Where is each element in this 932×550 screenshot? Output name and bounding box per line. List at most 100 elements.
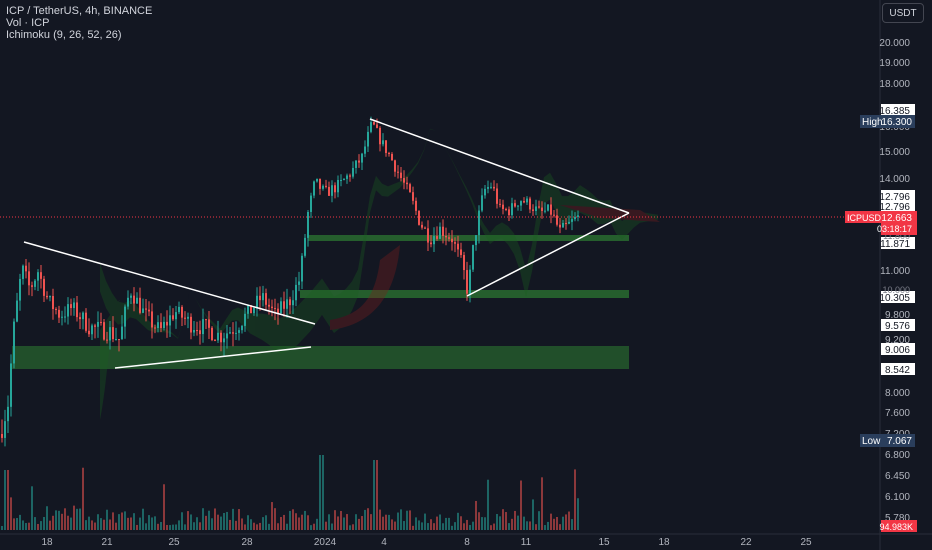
candle-body: [331, 185, 333, 196]
ichimoku-cloud-future: [560, 205, 660, 222]
volume-bar: [475, 500, 477, 530]
volume-bar: [109, 519, 111, 530]
candle-body: [466, 270, 468, 294]
volume-bar: [445, 517, 447, 530]
candle-body: [277, 308, 279, 314]
price-tick-label: 6.450: [885, 471, 910, 482]
candle-body: [244, 313, 246, 326]
volume-bar: [448, 517, 450, 530]
price-label-text: 12.796: [879, 192, 910, 203]
volume-bar: [520, 480, 522, 530]
price-label-box: [881, 190, 915, 202]
volume-bar: [508, 523, 510, 530]
candle-body: [109, 327, 111, 341]
candle-body: [292, 300, 294, 306]
candle-body: [193, 330, 195, 333]
volume-bar: [70, 517, 72, 530]
candle-body: [409, 184, 411, 193]
ichimoku-indicator-label[interactable]: Ichimoku (9, 26, 52, 26): [6, 29, 122, 41]
volume-bar: [451, 525, 453, 530]
candle-body: [502, 204, 504, 209]
volume-bar: [433, 523, 435, 530]
candle-body: [259, 295, 261, 301]
volume-bar: [322, 455, 324, 530]
candle-body: [79, 317, 81, 320]
volume-bar: [412, 525, 414, 530]
candle-body: [394, 160, 396, 172]
volume-bar: [502, 509, 504, 530]
price-tick-label: 8.000: [885, 388, 910, 399]
volume-bar: [499, 516, 501, 530]
time-tick-label: 25: [800, 537, 812, 548]
price-tick-label: 14.000: [879, 174, 910, 185]
candle-body: [1, 434, 3, 438]
volume-bar: [19, 514, 21, 530]
volume-bar: [313, 523, 315, 530]
price-tick-label: 5.780: [885, 513, 910, 524]
trend-lines: [23, 118, 630, 369]
high-label-box: [860, 115, 915, 128]
volume-bar: [490, 525, 492, 530]
candle-body: [25, 265, 27, 272]
candle-body: [496, 188, 498, 204]
price-label-text: 9.006: [885, 345, 910, 356]
volume-bar: [259, 522, 261, 530]
candle-body: [7, 406, 9, 422]
volume-bar: [574, 469, 576, 530]
volume-bar: [403, 521, 405, 530]
symbol-title[interactable]: ICP / TetherUS, 4h, BINANCE: [6, 5, 153, 17]
currency-button[interactable]: USDT: [882, 3, 924, 23]
candle-body: [214, 340, 216, 342]
candle-body: [136, 297, 138, 304]
volume-bar: [463, 523, 465, 530]
volume-bar: [142, 508, 144, 530]
candle-body: [439, 226, 441, 239]
volume-bar: [304, 510, 306, 530]
volume-bar: [538, 511, 540, 530]
candle-body: [217, 332, 219, 341]
symbol-badge-text: ICPUSDT: [847, 213, 887, 223]
volume-bar: [232, 508, 234, 530]
volume-bar: [190, 514, 192, 530]
candle-body: [367, 131, 369, 147]
volume-bar: [319, 455, 321, 530]
volume-bar: [241, 518, 243, 530]
volume-bar: [334, 510, 336, 530]
volume-bar: [568, 511, 570, 530]
candle-body: [148, 309, 150, 312]
candle-body: [541, 207, 543, 211]
low-label-title: Low: [862, 436, 881, 447]
volume-bar: [7, 470, 9, 530]
candle-body: [478, 210, 480, 236]
volume-bar: [394, 521, 396, 530]
volume-indicator-label[interactable]: Vol · ICP: [6, 17, 50, 29]
volume-bar: [154, 516, 156, 530]
volume-bar: [163, 484, 165, 530]
candle-body: [13, 321, 15, 364]
price-axis: 20.00019.00018.00016.00015.00014.00011.0…: [879, 0, 910, 550]
price-label-box: [881, 343, 915, 355]
volume-label-text: 94.983K: [879, 522, 913, 532]
candle-body: [154, 327, 156, 329]
candle-body: [202, 319, 204, 335]
candle-body: [196, 330, 198, 332]
volume-bar: [85, 520, 87, 530]
volume-bar: [328, 514, 330, 530]
candle-body: [373, 122, 375, 125]
volume-bar: [229, 519, 231, 530]
volume-bar: [472, 521, 474, 530]
candle-body: [538, 206, 540, 208]
volume-bar: [256, 524, 258, 530]
candle-body: [151, 311, 153, 328]
candle-body: [304, 237, 306, 256]
volume-bar: [430, 519, 432, 530]
candle-body: [433, 236, 435, 245]
volume-bar: [97, 514, 99, 530]
volume-bar: [367, 508, 369, 530]
candle-body: [256, 295, 258, 308]
time-tick-label: 8: [464, 537, 470, 548]
candle-body: [16, 300, 18, 322]
candle-body: [289, 299, 291, 306]
volume-bar: [37, 523, 39, 530]
